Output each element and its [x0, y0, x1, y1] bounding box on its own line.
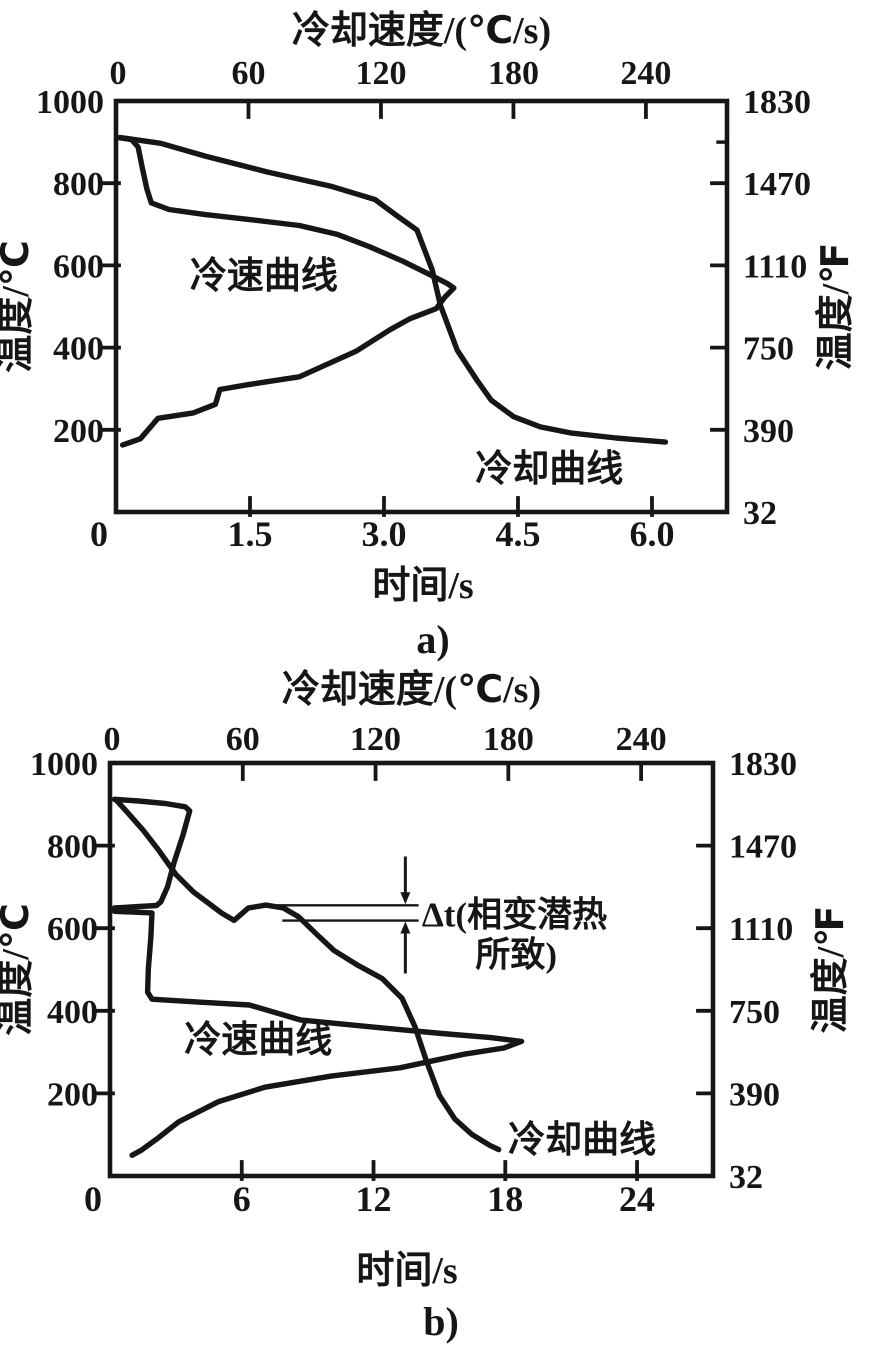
chart-b-left-tick-label: 200: [47, 1076, 98, 1113]
chart-a-right-tick-label: 750: [743, 331, 794, 368]
caption-b: b): [423, 1299, 459, 1344]
cooling-rate-curve-label-a: 冷速曲线: [190, 255, 338, 297]
chart-b-bottom-tick-label: 0: [84, 1179, 102, 1219]
chart-a-top-axis-title: 冷却速度/(℃/s): [292, 10, 551, 52]
chart-a-left-tick-label: 600: [53, 248, 104, 285]
chart-b-top-tick-label: 240: [616, 721, 667, 758]
chart-a-left-tick-label: 800: [53, 166, 104, 203]
chart-a-right-tick-label: 1110: [743, 248, 807, 285]
chart-b-left-tick-label: 1000: [30, 746, 98, 783]
chart-b-right-tick-label: 1830: [729, 746, 797, 783]
delta-t-up-arrowhead-icon: [400, 921, 411, 934]
chart-b-top-tick-label: 60: [226, 721, 260, 758]
chart-b-right-tick-label: 32: [729, 1159, 763, 1196]
cooling-curve-a: [117, 134, 669, 445]
delta-t-annotation-line2: 所致): [475, 936, 557, 975]
chart-b-right-tick-label: 390: [729, 1076, 780, 1113]
chart-a-bottom-tick-label: 3.0: [361, 514, 406, 554]
chart-a-plot-frame: [113, 98, 730, 515]
chart-a-bottom-tick-label: 4.5: [495, 514, 540, 554]
chart-a-left-axis-title: 温度/℃: [0, 240, 37, 373]
chart-a: 冷却速度/(℃/s) 0 60 120 180 240 0 1.5 3.0 4.5 6.0 时间/s 1…: [0, 10, 857, 607]
delta-t-annotation-line1: Δt(相变潜热: [422, 896, 607, 935]
chart-a-bottom-axis-title: 时间/s: [372, 565, 473, 607]
chart-b-top-axis-title: 冷却速度/(℃/s): [282, 669, 541, 711]
cooling-rate-curve-label-b: 冷速曲线: [184, 1019, 332, 1061]
chart-a-right-tick-label: 32: [743, 495, 777, 532]
chart-b-left-tick-label: 800: [47, 829, 98, 866]
cooling-rate-curve-b: [111, 796, 525, 1158]
chart-a-right-axis-title: 温度/℉: [815, 243, 857, 371]
chart-b-left-tick-label: 600: [47, 911, 98, 948]
chart-a-left-tick-label: 1000: [36, 84, 104, 121]
chart-a-top-tick-label: 180: [488, 55, 539, 92]
chart-b-top-tick-label: 180: [483, 721, 534, 758]
chart-b-bottom-tick-label: 18: [487, 1179, 523, 1219]
chart-b-right-axis-title: 温度/℉: [810, 906, 852, 1034]
cooling-rate-curve-a: [115, 134, 457, 448]
chart-b-bottom-tick-label: 12: [356, 1179, 392, 1219]
chart-a-top-tick-label: 60: [231, 55, 265, 92]
chart-a-top-tick-label: 0: [110, 55, 127, 92]
chart-b-left-axis-title: 温度/℃: [0, 903, 37, 1036]
chart-a-bottom-tick-label: 0: [90, 514, 108, 554]
cooling-curve-b: [112, 796, 502, 1153]
chart-b-bottom-tick-label: 24: [619, 1179, 655, 1219]
chart-b-bottom-axis-title: 时间/s: [356, 1250, 457, 1292]
chart-a-right-tick-label: 1470: [743, 166, 811, 203]
chart-a-left-tick-label: 200: [53, 413, 104, 450]
cooling-curve-label-a: 冷却曲线: [475, 448, 623, 490]
delta-t-down-arrowhead-icon: [400, 892, 411, 905]
chart-a-bottom-tick-label: 6.0: [629, 514, 674, 554]
chart-a-left-tick-label: 400: [53, 331, 104, 368]
chart-b-right-tick-label: 750: [729, 994, 780, 1031]
cooling-curve-label-b: 冷却曲线: [508, 1119, 656, 1161]
chart-b-right-tick-label: 1110: [729, 911, 793, 948]
chart-b-bottom-tick-label: 6: [233, 1179, 251, 1219]
chart-b-top-tick-label: 0: [104, 721, 121, 758]
chart-a-top-tick-label: 120: [355, 55, 406, 92]
chart-b-right-tick-label: 1470: [729, 829, 797, 866]
chart-a-right-tick-label: 390: [743, 413, 794, 450]
chart-b-plot-frame: [107, 760, 716, 1179]
chart-b-left-tick-label: 400: [47, 994, 98, 1031]
caption-a: a): [416, 617, 450, 662]
chart-b: 冷却速度/(℃/s) 0 60 120 180 240 0 6 12 18 24 时间/s 1000 80…: [0, 669, 852, 1292]
chart-a-right-tick-label: 1830: [743, 84, 811, 121]
chart-a-bottom-tick-label: 1.5: [227, 514, 272, 554]
chart-b-top-tick-label: 120: [350, 721, 401, 758]
chart-a-top-tick-label: 240: [620, 55, 671, 92]
